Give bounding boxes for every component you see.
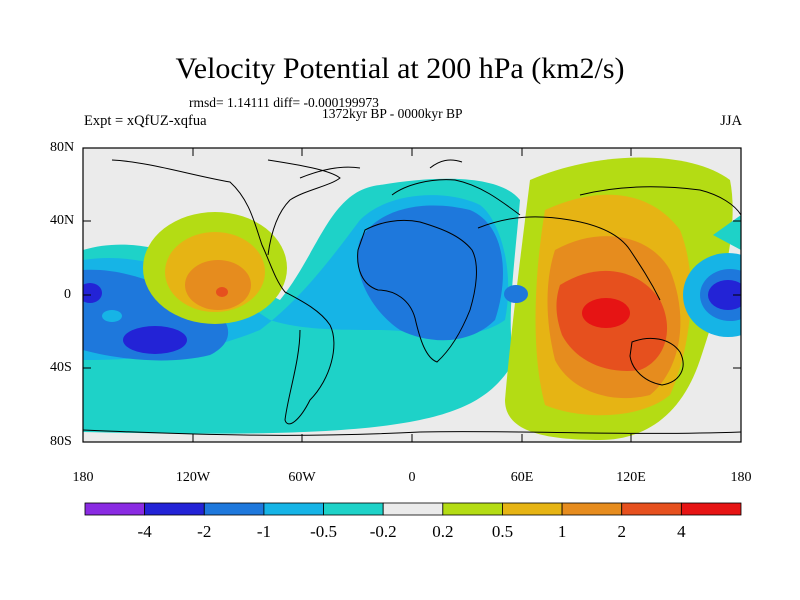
rmsd-diff-stats: rmsd= 1.14111 diff= -0.000199973 — [189, 95, 379, 110]
colorbar-label: -4 — [137, 522, 152, 541]
y-label-0: 0 — [64, 287, 71, 302]
colorbar-label: 0.5 — [491, 522, 514, 541]
y-label-80n: 80N — [50, 140, 75, 155]
colorbar-swatch — [442, 502, 503, 516]
colorbar-swatch — [502, 502, 563, 516]
contour-field — [83, 148, 741, 442]
y-label-40s: 40S — [50, 360, 72, 375]
colorbar-swatch — [561, 502, 623, 516]
colorbar-swatch — [84, 502, 146, 516]
colorbar-swatch — [263, 502, 324, 516]
colorbar-swatch — [621, 502, 682, 516]
x-label-120e: 120E — [616, 470, 646, 485]
coastlines — [83, 159, 741, 436]
colorbar-label: 0.2 — [432, 522, 454, 541]
experiment-label: Expt = xQfUZ-xqfua — [84, 113, 207, 129]
x-label-120w: 120W — [175, 470, 211, 485]
map-title: Velocity Potential at 200 hPa (km2/s) — [175, 52, 625, 85]
colorbar-label: 2 — [617, 522, 626, 541]
colorbar-label: -1 — [256, 522, 271, 541]
colorbar-swatch — [323, 502, 384, 516]
x-label-180w: 180 — [72, 470, 94, 485]
colorbar-label: 1 — [557, 522, 567, 541]
x-label-60w: 60W — [288, 470, 316, 485]
colorbar-swatch — [382, 502, 444, 516]
y-label-80s: 80S — [50, 434, 72, 449]
colorbar-label: 4 — [677, 522, 686, 541]
season-label: JJA — [720, 113, 742, 129]
time-period-label: 1372kyr BP - 0000kyr BP — [322, 106, 463, 121]
x-label-180e: 180 — [730, 470, 752, 485]
colorbar-label: -0.5 — [310, 522, 337, 541]
colorbar — [84, 502, 742, 516]
colorbar-swatch — [680, 502, 742, 516]
colorbar-swatch — [144, 502, 205, 516]
colorbar-swatch — [203, 502, 265, 516]
colorbar-label: -2 — [197, 522, 212, 541]
x-label-0: 0 — [408, 470, 416, 485]
axis-ticks — [82, 147, 742, 443]
x-label-60e: 60E — [510, 470, 534, 485]
y-label-40n: 40N — [50, 213, 75, 228]
colorbar-label: -0.2 — [369, 522, 397, 541]
